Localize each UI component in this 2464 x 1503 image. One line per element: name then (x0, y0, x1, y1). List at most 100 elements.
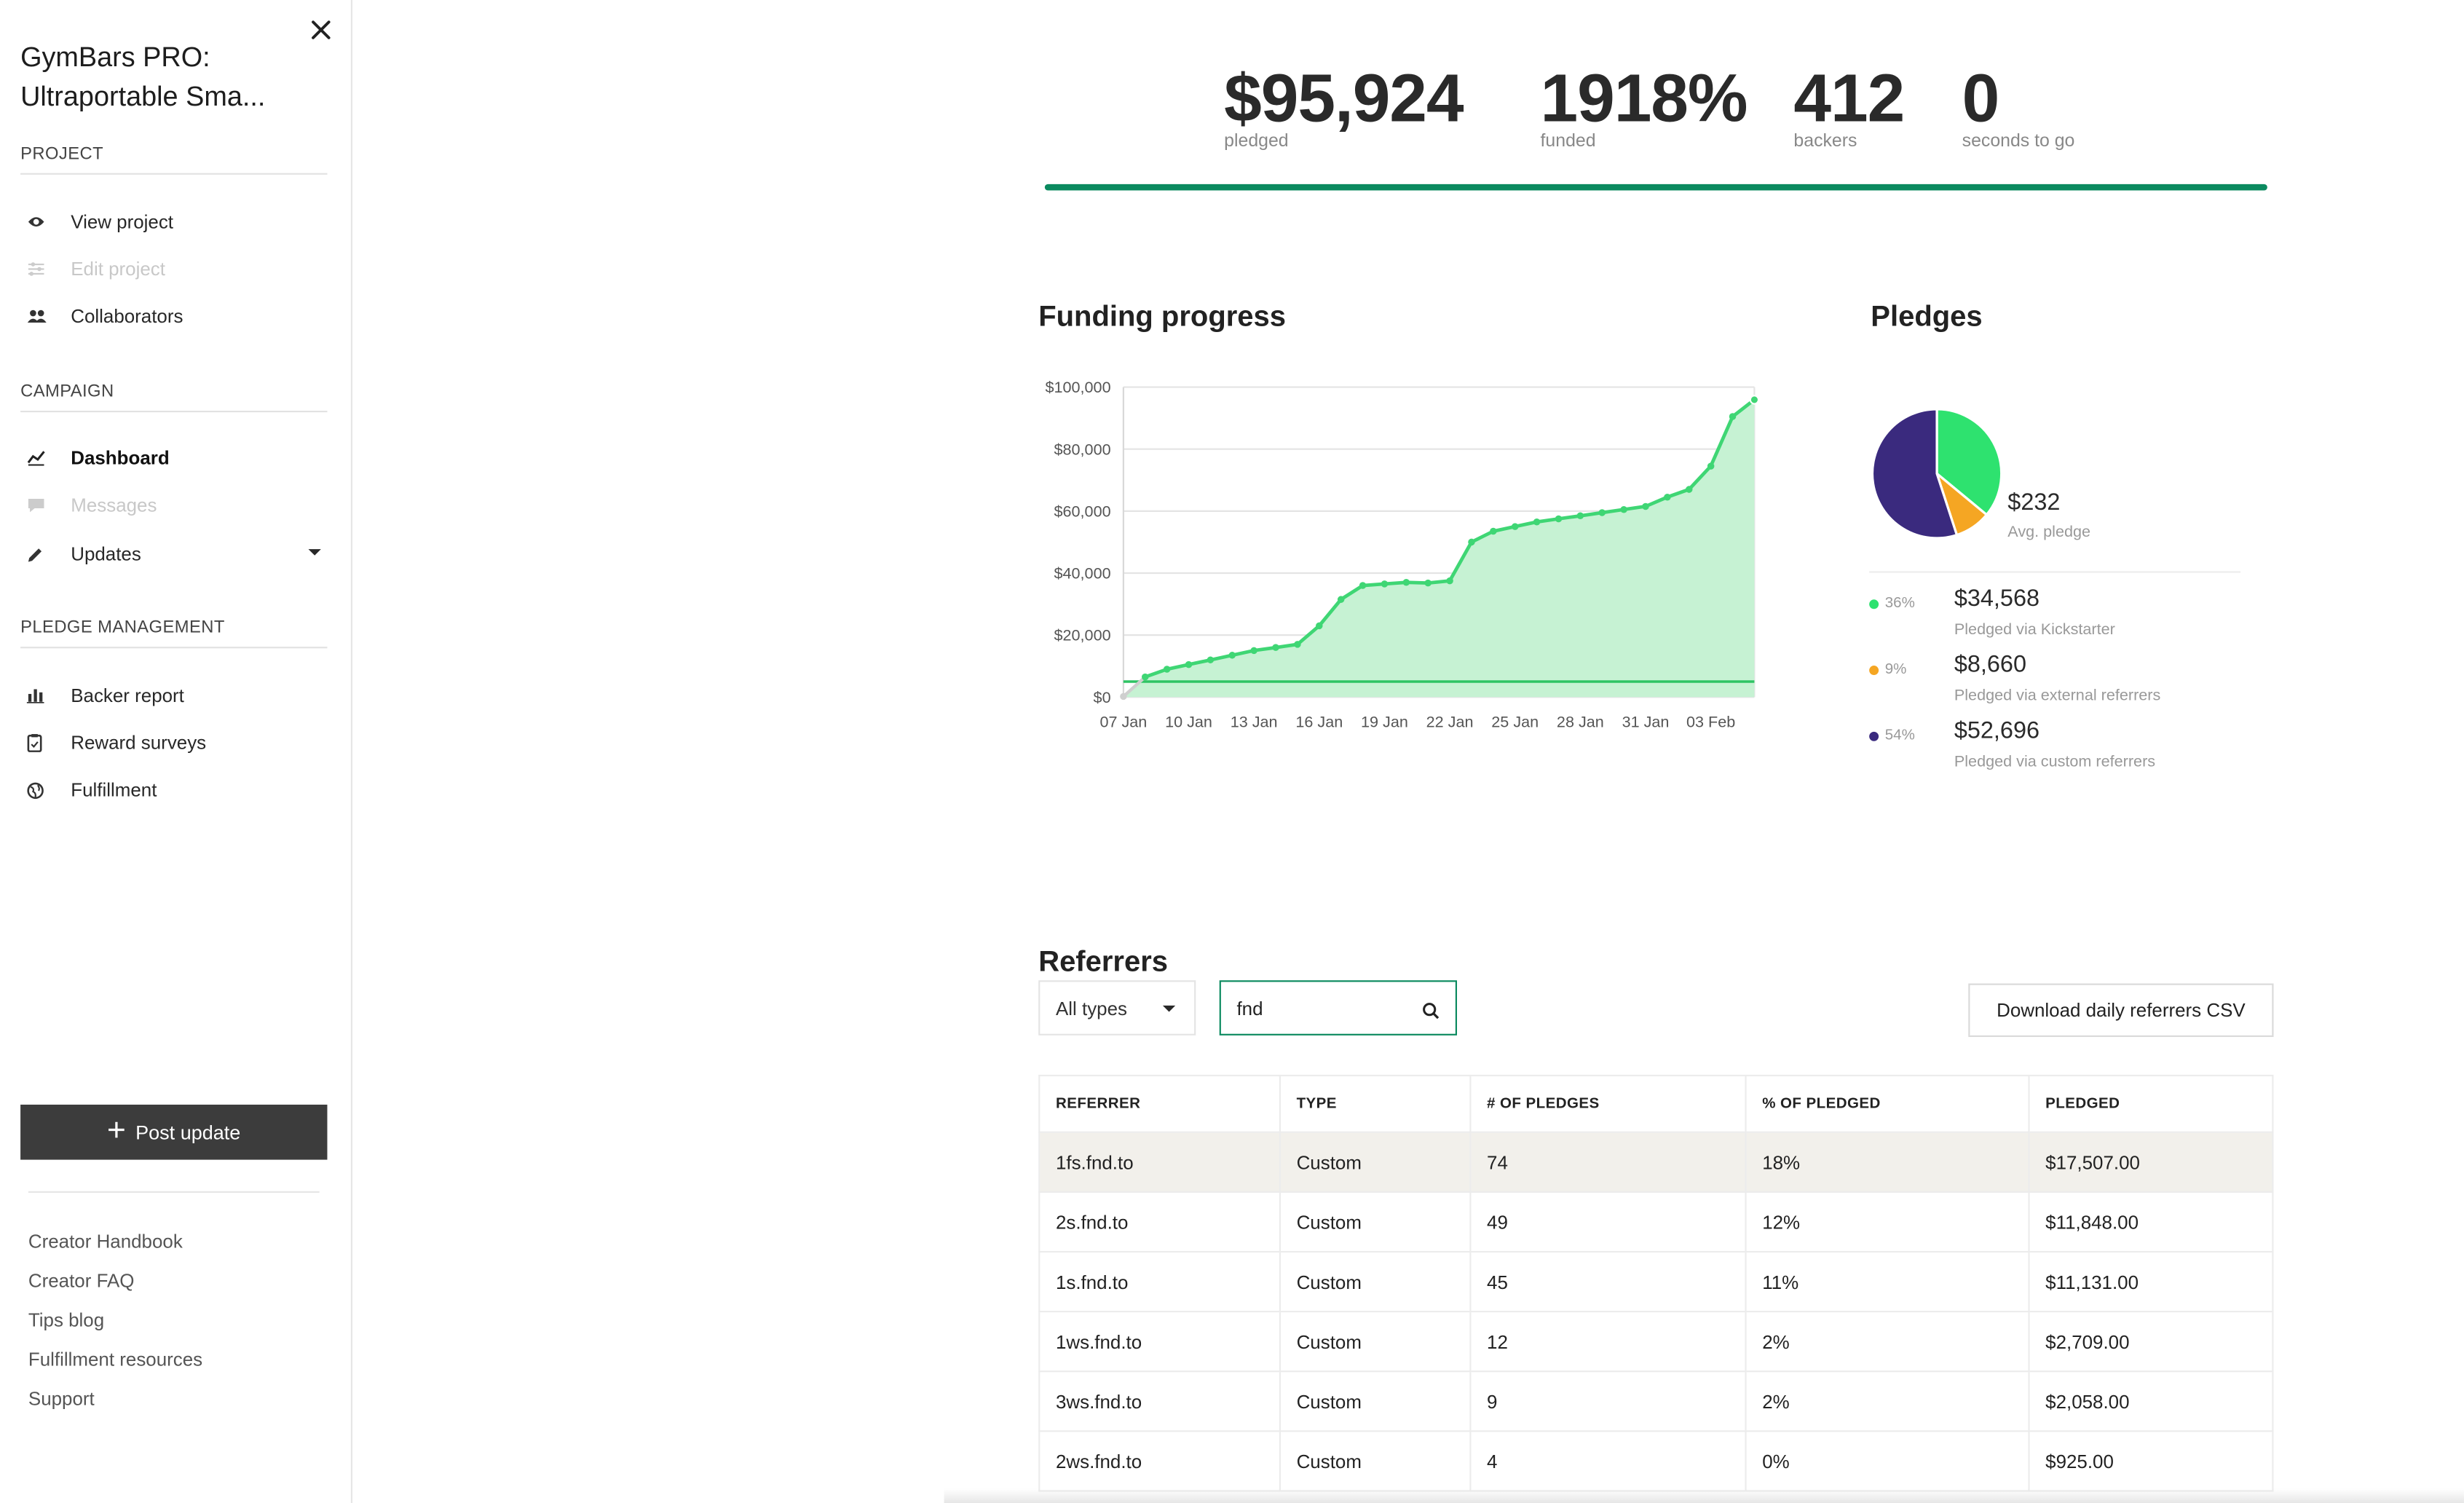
cell-type: Custom (1279, 1250, 1472, 1313)
table-row[interactable]: 1s.fnd.to Custom 45 11% $11,131.00 (1038, 1250, 2274, 1313)
search-icon[interactable] (1422, 999, 1440, 1027)
column-header-pct-pledged[interactable]: % OF PLEDGED (1745, 1074, 2030, 1133)
column-header-referrer[interactable]: REFERRER (1038, 1074, 1281, 1133)
data-point (1729, 413, 1737, 420)
data-point (1142, 673, 1149, 681)
pledges-pie-chart (1871, 408, 2003, 540)
sidebar-item-view-project[interactable]: View project (20, 203, 327, 241)
data-point (1359, 582, 1367, 589)
cell-type: Custom (1279, 1311, 1472, 1373)
legend-amount: $52,696 (1954, 717, 2040, 745)
sidebar-item-fulfillment[interactable]: Fulfillment (20, 771, 327, 809)
stat-value: 1918% (1540, 61, 1748, 137)
footer-link-support[interactable]: Support (28, 1387, 95, 1411)
post-update-button[interactable]: Post update (20, 1104, 328, 1160)
sidebar-item-messages[interactable]: Messages (20, 486, 327, 524)
footer-link-creator-faq[interactable]: Creator FAQ (28, 1269, 135, 1293)
cell-type: Custom (1279, 1131, 1472, 1193)
footer-link-tips-blog[interactable]: Tips blog (28, 1309, 105, 1332)
sidebar-item-label: Messages (71, 494, 157, 516)
sidebar-item-label: Updates (71, 543, 141, 565)
series-line-start (1122, 676, 1147, 698)
column-header-pledged[interactable]: PLEDGED (2028, 1074, 2274, 1133)
table-row[interactable]: 1fs.fnd.to Custom 74 18% $17,507.00 (1038, 1131, 2274, 1193)
stat-funded: 1918% funded (1541, 60, 1748, 151)
legend-dot (1869, 599, 1879, 610)
pie-slice (1935, 408, 2003, 517)
legend-label: Pledged via Kickstarter (1954, 621, 2115, 639)
x-tick-label: 19 Jan (1361, 712, 1408, 730)
sidebar-item-label: Backer report (71, 684, 184, 707)
cell-referrer: 1fs.fnd.to (1038, 1131, 1281, 1193)
data-point (1664, 493, 1671, 501)
download-csv-button[interactable]: Download daily referrers CSV (1968, 983, 2274, 1038)
data-point (1576, 512, 1584, 519)
data-point (1402, 579, 1410, 586)
footer-link-creator-handbook[interactable]: Creator Handbook (28, 1230, 183, 1253)
type-filter-select[interactable]: All types (1038, 980, 1196, 1035)
y-tick-label: $100,000 (1046, 378, 1111, 396)
data-point (1707, 462, 1715, 470)
sidebar-item-collaborators[interactable]: Collaborators (20, 297, 327, 335)
cell-pledges: 4 (1469, 1430, 1747, 1492)
cell-pledged: $925.00 (2028, 1430, 2274, 1492)
legend-amount: $8,660 (1954, 651, 2027, 679)
chevron-down-icon[interactable] (308, 549, 321, 556)
cell-pct: 2% (1745, 1370, 2030, 1432)
sidebar-item-reward-surveys[interactable]: Reward surveys (20, 724, 327, 762)
stat-label: pledged (1224, 132, 1289, 151)
stat-value: 412 (1793, 61, 1905, 137)
avg-pledge-value: $232 (2007, 489, 2061, 516)
legend-dot (1869, 666, 1879, 676)
table-row[interactable]: 1ws.fnd.to Custom 12 2% $2,709.00 (1038, 1311, 2274, 1373)
stat-pledged: $95,924 pledged (1224, 60, 1464, 151)
data-point (1749, 395, 1760, 405)
data-point (1185, 660, 1193, 668)
sidebar-item-edit-project[interactable]: Edit project (20, 250, 327, 288)
section-heading-pledge-management: PLEDGE MANAGEMENT (20, 618, 328, 649)
footer-link-fulfillment-resources[interactable]: Fulfillment resources (28, 1348, 203, 1371)
cell-pct: 2% (1745, 1311, 2030, 1373)
table-row[interactable]: 3ws.fnd.to Custom 9 2% $2,058.00 (1038, 1370, 2274, 1432)
sidebar-item-dashboard[interactable]: Dashboard (20, 439, 327, 477)
data-point (1207, 656, 1215, 663)
clipboard-icon (20, 733, 71, 752)
data-point (1424, 579, 1432, 587)
y-tick-label: $80,000 (1054, 440, 1111, 458)
column-header-type[interactable]: TYPE (1279, 1074, 1472, 1133)
sidebar-item-backer-report[interactable]: Backer report (20, 676, 327, 714)
cell-type: Custom (1279, 1191, 1472, 1253)
sidebar-item-label: Dashboard (71, 446, 170, 469)
data-point (1490, 527, 1497, 535)
search-input[interactable] (1220, 982, 1394, 1034)
referrers-table: REFERRER TYPE # OF PLEDGES % OF PLEDGED … (1038, 1074, 2274, 1492)
section-heading-project: PROJECT (20, 145, 328, 175)
y-tick-label: $60,000 (1054, 502, 1111, 520)
area-fill (1123, 399, 1755, 698)
table-row[interactable]: 2s.fnd.to Custom 49 12% $11,848.00 (1038, 1191, 2274, 1253)
data-point (1316, 622, 1323, 630)
y-tick-label: $0 (1094, 688, 1111, 706)
cell-referrer: 3ws.fnd.to (1038, 1370, 1281, 1432)
y-tick-label: $20,000 (1054, 626, 1111, 644)
sidebar-item-updates[interactable]: Updates (20, 535, 327, 573)
sidebar-item-label: Edit project (71, 258, 165, 280)
data-point (1511, 523, 1519, 530)
cell-pledged: $2,058.00 (2028, 1370, 2274, 1432)
section-heading-campaign: CAMPAIGN (20, 382, 328, 413)
stat-backers: 412 backers (1793, 60, 1905, 151)
x-tick-label: 25 Jan (1491, 712, 1539, 730)
data-point (1468, 538, 1475, 546)
x-tick-label: 10 Jan (1165, 712, 1212, 730)
close-icon[interactable] (307, 16, 335, 44)
cell-referrer: 1ws.fnd.to (1038, 1311, 1281, 1373)
cell-pledged: $2,709.00 (2028, 1311, 2274, 1373)
pledges-title: Pledges (1871, 299, 1983, 332)
table-row[interactable]: 2ws.fnd.to Custom 4 0% $925.00 (1038, 1430, 2274, 1492)
data-point (1294, 641, 1301, 648)
column-header-pledges[interactable]: # OF PLEDGES (1469, 1074, 1747, 1133)
data-point (1533, 518, 1541, 526)
data-point (1228, 652, 1236, 659)
cell-referrer: 2s.fnd.to (1038, 1191, 1281, 1253)
referrer-search[interactable] (1219, 980, 1457, 1035)
